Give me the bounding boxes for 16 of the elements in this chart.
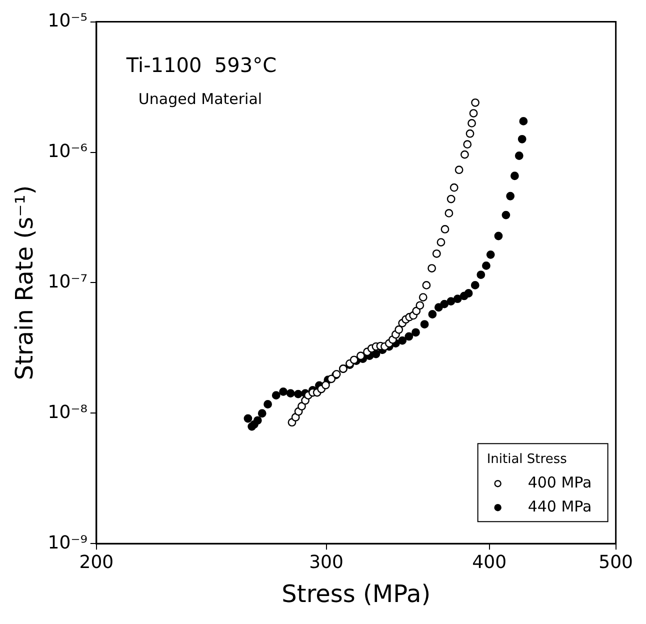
y-tick-label: 10⁻⁹ bbox=[48, 532, 88, 554]
legend-title: Initial Stress bbox=[486, 452, 568, 467]
legend-label: 400 MPa bbox=[528, 473, 592, 492]
y-tick-label: 10⁻⁵ bbox=[48, 10, 88, 32]
x-tick-label: 200 bbox=[79, 552, 114, 574]
x-tick-label: 400 bbox=[472, 552, 507, 574]
y-tick-label: 10⁻⁶ bbox=[48, 140, 88, 162]
y-axis-title: Strain Rate (s⁻¹) bbox=[10, 185, 39, 380]
y-tick-label: 10⁻⁷ bbox=[48, 271, 88, 292]
x-tick-label: 500 bbox=[598, 552, 633, 574]
x-axis-title: Stress (MPa) bbox=[282, 580, 431, 608]
y-tick-label: 10⁻⁸ bbox=[48, 402, 88, 423]
annotation: Unaged Material bbox=[138, 90, 262, 108]
x-tick-label: 300 bbox=[309, 552, 344, 574]
legend-label: 440 MPa bbox=[528, 497, 592, 516]
annotation: Ti-1100 593°C bbox=[125, 52, 277, 77]
